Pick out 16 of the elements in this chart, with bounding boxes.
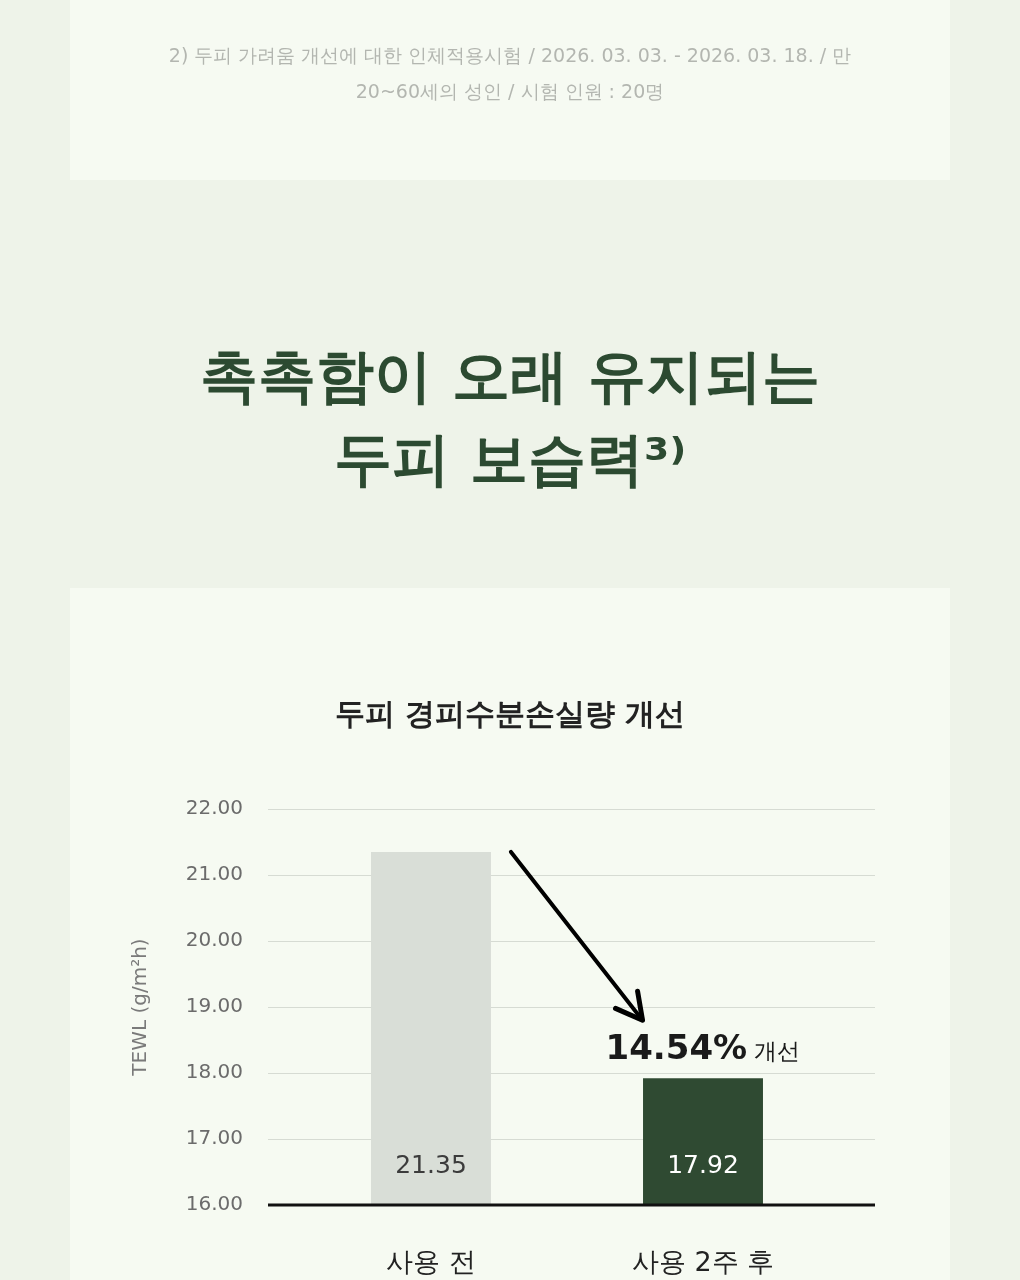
y-axis-title: TEWL (g/m²h) xyxy=(127,938,152,1077)
annotation: 14.54% 개선 xyxy=(605,1027,801,1068)
y-tick-label: 20.00 xyxy=(185,927,243,952)
x-tick-label: 사용 전 xyxy=(386,1246,476,1278)
chart-subtitle: 두피 경피수분손실량 개선 xyxy=(333,695,687,733)
text: 2) 두피 가려움 개선에 대한 인체적용시험 / 2026. 03. 03. - 2026. 03. 18. / 만 20~60세의 성인 / 시험 인원 : 20명 xyxy=(167,43,853,104)
data-label: 17.92 xyxy=(667,1149,739,1179)
chart-title: 촉촉함이 오래 유지되는 두피 보습력³⁾ xyxy=(198,341,822,495)
y-tick-label: 18.00 xyxy=(185,1059,243,1084)
x-tick-label: 사용 2주 후 xyxy=(631,1246,775,1278)
y-tick-label: 16.00 xyxy=(185,1191,243,1216)
y-tick-label: 17.00 xyxy=(185,1125,243,1150)
y-tick-label: 21.00 xyxy=(185,861,243,886)
data-label: 21.35 xyxy=(395,1149,467,1179)
y-tick-label: 22.00 xyxy=(185,795,243,820)
y-tick-label: 19.00 xyxy=(185,993,243,1018)
